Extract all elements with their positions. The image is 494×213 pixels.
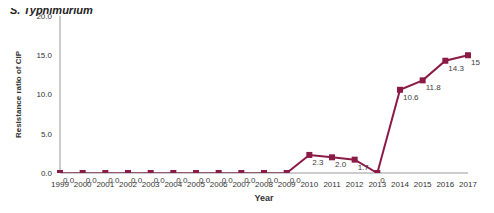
svg-text:Resistance ratio of CIP: Resistance ratio of CIP xyxy=(14,50,23,138)
svg-text:2017: 2017 xyxy=(459,180,477,189)
svg-text:0.0: 0.0 xyxy=(41,169,53,178)
svg-text:20.0: 20.0 xyxy=(36,12,52,21)
svg-text:15: 15 xyxy=(471,58,480,67)
svg-text:0.0: 0.0 xyxy=(290,176,302,185)
svg-text:0.0: 0.0 xyxy=(199,176,211,185)
svg-text:0.0: 0.0 xyxy=(176,176,188,185)
svg-text:0.0: 0.0 xyxy=(86,176,98,185)
svg-text:0: 0 xyxy=(380,176,385,185)
svg-text:10.0: 10.0 xyxy=(36,90,52,99)
svg-text:0.0: 0.0 xyxy=(131,176,143,185)
svg-text:1.7: 1.7 xyxy=(358,163,370,172)
svg-text:0.0: 0.0 xyxy=(154,176,166,185)
svg-text:0.0: 0.0 xyxy=(244,176,256,185)
svg-text:11.8: 11.8 xyxy=(426,83,442,92)
svg-text:2010: 2010 xyxy=(300,180,318,189)
svg-text:2011: 2011 xyxy=(323,180,341,189)
svg-text:2015: 2015 xyxy=(414,180,432,189)
svg-text:0.0: 0.0 xyxy=(108,176,120,185)
svg-text:0.0: 0.0 xyxy=(222,176,234,185)
svg-text:5.0: 5.0 xyxy=(41,130,53,139)
svg-text:2014: 2014 xyxy=(391,180,409,189)
svg-text:0.0: 0.0 xyxy=(267,176,279,185)
svg-text:10.6: 10.6 xyxy=(403,93,419,102)
svg-text:2012: 2012 xyxy=(346,180,364,189)
svg-text:2.0: 2.0 xyxy=(335,160,347,169)
svg-text:15.0: 15.0 xyxy=(36,51,52,60)
svg-text:14.3: 14.3 xyxy=(448,64,464,73)
svg-text:Year: Year xyxy=(254,193,274,203)
svg-text:0.0: 0.0 xyxy=(63,176,75,185)
svg-text:2016: 2016 xyxy=(436,180,454,189)
svg-text:2.3: 2.3 xyxy=(312,158,324,167)
